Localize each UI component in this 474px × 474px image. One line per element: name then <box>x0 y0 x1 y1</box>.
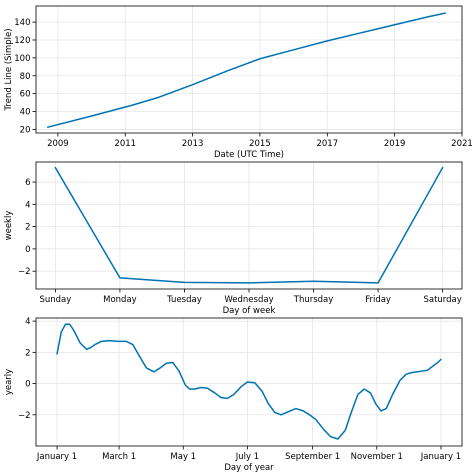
weekly-ticks: Sunday Monday Tuesday Wednesday Thursday Frid… <box>18 178 462 305</box>
trend-y-tick-label: 20 <box>20 125 31 135</box>
trend-series <box>47 12 446 128</box>
yearly-series-line <box>56 323 442 440</box>
yearly-x-axis-label: Day of year <box>224 463 274 473</box>
trend-grid <box>36 6 463 133</box>
weekly-x-tick-label: Thursday <box>293 295 334 305</box>
weekly-y-tick-label: 2 <box>25 223 30 233</box>
yearly-y-tick-label: 0 <box>25 380 30 390</box>
weekly-y-axis-label: weekly <box>4 211 14 241</box>
weekly-x-tick-label: Wednesday <box>224 295 273 305</box>
weekly-y-tick-label: −2 <box>18 267 31 277</box>
trend-x-tick-label: 2017 <box>316 139 338 149</box>
yearly-x-tick-label: November 1 <box>351 452 403 462</box>
trend-ticks: 2009 2011 2013 2015 2017 2019 2021 20 40 60 80 100 1… <box>14 18 473 149</box>
trend-panel: 2009 2011 2013 2015 2017 2019 2021 20 40 60 80 100 1… <box>4 5 473 160</box>
yearly-x-tick-label: July 1 <box>235 452 259 462</box>
weekly-x-tick-label: Tuesday <box>166 295 202 305</box>
yearly-x-tick-label: January 1 <box>36 452 77 462</box>
weekly-x-axis-label: Day of week <box>223 306 276 316</box>
yearly-panel: January 1 March 1 May 1 July 1 September 1 No… <box>4 317 463 473</box>
trend-y-tick-label: 60 <box>20 90 31 100</box>
trend-x-tick-label: 2013 <box>182 139 204 149</box>
yearly-y-tick-label: 4 <box>25 317 30 327</box>
trend-y-tick-label: 140 <box>14 18 30 28</box>
trend-x-tick-label: 2009 <box>47 139 69 149</box>
yearly-series <box>56 323 442 440</box>
trend-x-axis-label: Date (UTC Time) <box>214 150 284 160</box>
trend-x-tick-label: 2019 <box>384 139 406 149</box>
weekly-x-tick-label: Saturday <box>423 295 461 305</box>
yearly-x-tick-label: September 1 <box>285 452 340 462</box>
weekly-axes-frame <box>35 161 463 290</box>
trend-y-tick-label: 100 <box>14 54 30 64</box>
weekly-y-tick-label: 6 <box>25 178 30 188</box>
trend-series-line <box>47 12 446 128</box>
weekly-series-line <box>54 166 444 284</box>
weekly-series <box>54 166 444 284</box>
trend-x-tick-label: 2015 <box>249 139 271 149</box>
trend-axes-frame <box>35 5 463 134</box>
yearly-y-tick-label: 2 <box>25 348 30 358</box>
trend-y-tick-label: 40 <box>20 108 31 118</box>
trend-y-tick-label: 80 <box>20 72 31 82</box>
weekly-x-tick-label: Sunday <box>39 295 71 305</box>
weekly-y-tick-label: 4 <box>25 200 30 210</box>
yearly-y-axis-label: yearly <box>4 369 14 395</box>
trend-y-tick-label: 120 <box>14 36 30 46</box>
yearly-ticks: January 1 March 1 May 1 July 1 September 1 No… <box>18 317 461 462</box>
yearly-y-tick-label: −2 <box>18 411 31 421</box>
weekly-y-tick-label: 0 <box>25 245 30 255</box>
trend-x-tick-label: 2021 <box>451 139 473 149</box>
yearly-x-tick-label: May 1 <box>170 452 196 462</box>
weekly-panel: Sunday Monday Tuesday Wednesday Thursday Frid… <box>4 161 463 316</box>
yearly-axes-frame <box>35 317 463 447</box>
trend-x-tick-label: 2011 <box>114 139 136 149</box>
weekly-x-tick-label: Monday <box>103 295 137 305</box>
yearly-x-tick-label: March 1 <box>102 452 136 462</box>
weekly-grid <box>36 162 462 289</box>
weekly-x-tick-label: Friday <box>365 295 391 305</box>
yearly-x-tick-label: January 1 <box>420 452 461 462</box>
trend-y-axis-label: Trend Line (Simple) <box>4 28 14 111</box>
